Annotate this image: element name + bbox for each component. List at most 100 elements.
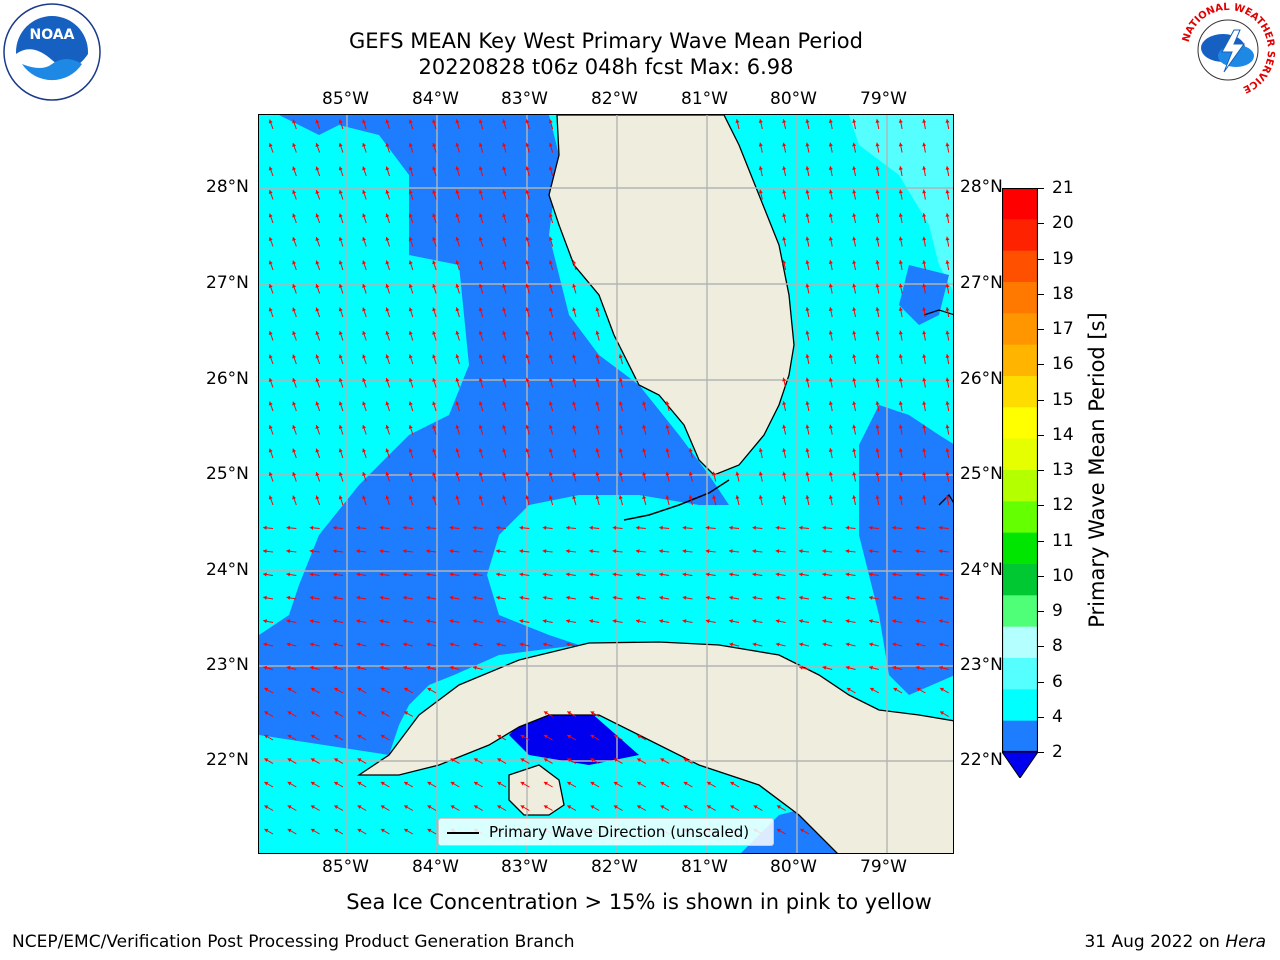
wave-arrow-head (502, 189, 507, 194)
wave-arrow-head (922, 471, 927, 476)
wave-arrow-head (543, 734, 548, 739)
wave-arrow-head (642, 424, 647, 429)
wave-arrow-head (542, 619, 547, 624)
wave-arrow-head (922, 260, 927, 264)
wave-arrow-head (362, 143, 367, 147)
wave-arrow-head (542, 549, 547, 554)
wave-arrow-head (915, 572, 920, 577)
wave-arrow-head (922, 495, 927, 499)
wave-arrow-head (356, 619, 361, 624)
wave-arrow-head (548, 119, 553, 124)
wave-arrow-head (292, 354, 297, 359)
wave-arrow-head (618, 401, 623, 406)
wave-arrow-head (333, 665, 338, 670)
wave-arrow-head (268, 260, 273, 265)
wave-arrow-head (945, 142, 950, 147)
wave-arrow-head (775, 642, 780, 647)
wave-arrow-head (572, 495, 577, 500)
wave-arrow-head (805, 448, 810, 452)
colorbar-cell (1002, 532, 1038, 565)
wave-arrow-head (385, 448, 390, 453)
wave-arrow-head (922, 236, 927, 241)
wave-arrow-head (782, 471, 787, 476)
wave-arrow-head (618, 354, 623, 359)
wave-arrow-head (805, 330, 810, 335)
wave-arrow-head (572, 307, 577, 312)
wave-arrow-head (705, 595, 710, 600)
wave-arrow-head (385, 425, 390, 429)
wave-arrow-head (338, 354, 343, 359)
wave-arrow-head (408, 331, 413, 335)
wave-arrow-head (642, 448, 647, 453)
wave-arrow-head (268, 166, 273, 171)
wave-arrow-head (334, 687, 339, 692)
wave-arrow-head (782, 166, 787, 170)
wave-arrow-head (945, 189, 950, 194)
wave-arrow-head (945, 236, 950, 241)
wave-arrow-head (589, 549, 593, 554)
wave-arrow-head (595, 354, 600, 359)
wave-arrow-head (502, 283, 507, 288)
wave-arrow-head (752, 525, 756, 530)
wave-arrow-head (590, 758, 595, 762)
wave-arrow-head (292, 284, 297, 288)
wave-arrow-head (315, 495, 320, 500)
legend-line-swatch (447, 832, 479, 834)
colorbar-cell (1002, 344, 1038, 377)
wave-arrow-head (403, 642, 407, 647)
wave-arrow-head (315, 237, 320, 241)
wave-arrow-head (315, 166, 320, 171)
wave-arrow-head (455, 213, 460, 218)
wave-arrow-head (828, 495, 833, 499)
wave-arrow-head (875, 330, 880, 335)
wave-arrow-head (636, 595, 640, 600)
wave-arrow-head (497, 734, 502, 739)
wave-arrow-head (432, 378, 437, 382)
wave-arrow-head (822, 595, 827, 600)
colorbar-tick (1038, 364, 1044, 366)
wave-arrow-head (775, 549, 780, 554)
lon-label-bottom: 84°W (412, 857, 459, 877)
wave-arrow-head (310, 711, 315, 715)
lat-label-right: 24°N (960, 560, 1003, 580)
wave-arrow-head (379, 525, 384, 530)
wave-arrow-head (875, 377, 880, 382)
wave-arrow-head (542, 572, 547, 577)
wave-arrow-head (922, 283, 927, 288)
wave-arrow-head (432, 448, 437, 453)
wave-arrow-head (525, 189, 530, 194)
wave-arrow-head (357, 734, 362, 739)
wave-arrow-head (525, 354, 530, 359)
colorbar-cell (1002, 250, 1038, 283)
wave-arrow-head (782, 424, 787, 429)
wave-arrow-head (334, 711, 339, 715)
wave-arrow-head (805, 471, 810, 476)
wave-arrow-head (450, 758, 455, 762)
wave-arrow-head (548, 236, 553, 241)
wave-arrow-head (822, 642, 827, 647)
wave-arrow-head (828, 330, 833, 335)
wave-arrow-head (473, 642, 477, 647)
wave-arrow-head (380, 828, 385, 833)
wave-arrow-head (525, 448, 530, 453)
wave-arrow-head (805, 189, 810, 194)
wave-arrow-head (922, 330, 927, 335)
wave-arrow-head (682, 619, 687, 624)
wave-arrow-head (915, 595, 920, 600)
wave-arrow-head (478, 189, 483, 194)
wave-arrow-head (915, 549, 920, 554)
wave-arrow-head (868, 525, 873, 530)
wave-arrow-head (315, 448, 320, 453)
wave-arrow-head (805, 495, 810, 499)
wave-arrow-head (945, 424, 950, 429)
wave-arrow-head (408, 237, 413, 241)
wave-arrow-head (334, 828, 339, 833)
wave-arrow-head (915, 642, 920, 647)
colorbar-cell (1002, 313, 1038, 346)
lon-label-top: 81°W (681, 89, 728, 109)
wave-arrow-head (357, 805, 362, 809)
wave-arrow-head (939, 665, 943, 670)
wave-arrow-head (315, 401, 320, 406)
wave-arrow-head (338, 119, 343, 124)
lon-label-top: 84°W (412, 89, 459, 109)
